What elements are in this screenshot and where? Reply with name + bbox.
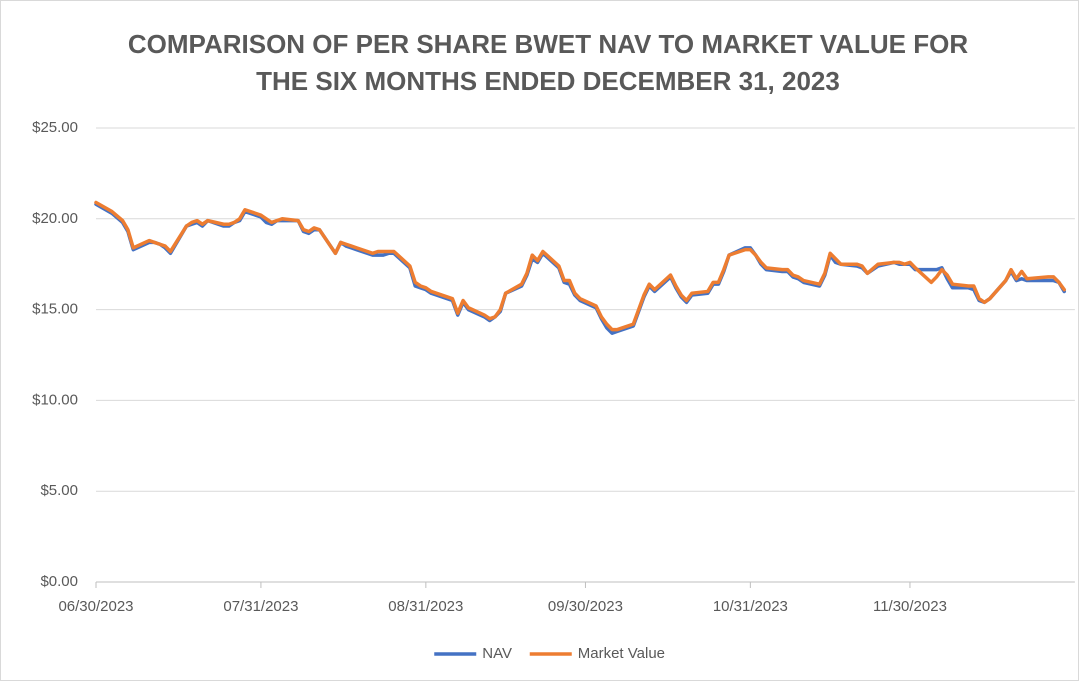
legend-label: Market Value (578, 645, 665, 662)
y-tick-label: $15.00 (32, 301, 78, 318)
y-tick-label: $25.00 (32, 119, 78, 136)
series-line (94, 200, 1066, 332)
chart-title: COMPARISON OF PER SHARE BWET NAV TO MARK… (128, 29, 968, 59)
x-tick-label: 06/30/2023 (58, 598, 133, 615)
chart-subtitle: THE SIX MONTHS ENDED DECEMBER 31, 2023 (256, 66, 840, 96)
x-tick-label: 07/31/2023 (223, 598, 298, 615)
y-tick-label: $10.00 (32, 391, 78, 408)
x-tick-label: 10/31/2023 (713, 598, 788, 615)
y-tick-label: $0.00 (40, 573, 78, 590)
legend-label: NAV (482, 645, 512, 662)
x-tick-label: 08/31/2023 (388, 598, 463, 615)
x-tick-label: 09/30/2023 (548, 598, 623, 615)
y-tick-label: $20.00 (32, 210, 78, 227)
x-tick-label: 11/30/2023 (873, 598, 947, 615)
y-tick-label: $5.00 (40, 482, 78, 499)
